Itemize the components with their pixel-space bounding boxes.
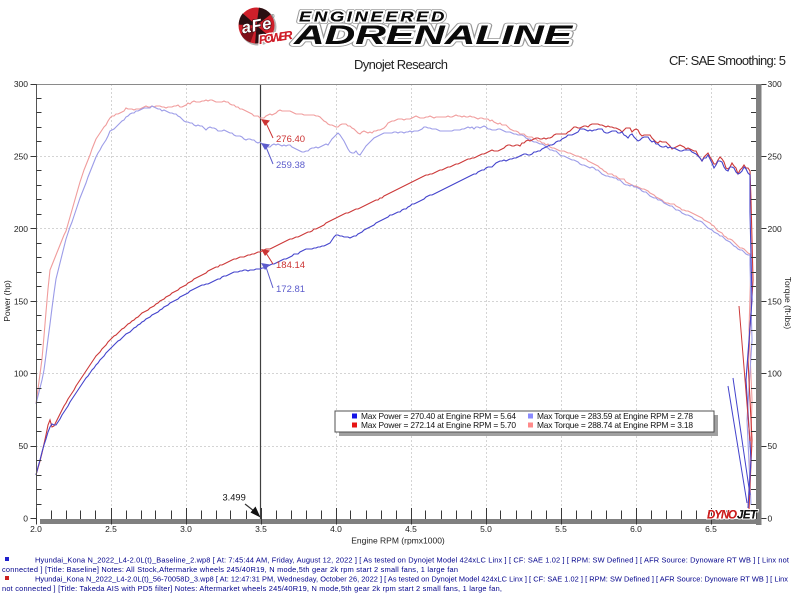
svg-text:50: 50 — [768, 441, 778, 451]
svg-text:®: ® — [271, 13, 275, 20]
svg-text:0: 0 — [23, 514, 28, 524]
svg-text:200: 200 — [14, 224, 28, 234]
svg-text:Hyundai_Kona N_2022_L4-2.0L(t): Hyundai_Kona N_2022_L4-2.0L(t)_56-70058D… — [35, 575, 788, 584]
svg-text:6.5: 6.5 — [705, 524, 717, 534]
svg-text:JET: JET — [737, 510, 758, 522]
svg-text:ADRENALINE: ADRENALINE — [292, 20, 573, 50]
svg-text:Max Torque = 288.74 at Engine: Max Torque = 288.74 at Engine RPM = 3.18 — [537, 420, 693, 430]
svg-text:200: 200 — [768, 224, 782, 234]
svg-text:Max Power = 270.40 at Engine R: Max Power = 270.40 at Engine RPM = 5.64 — [361, 411, 516, 421]
svg-text:250: 250 — [14, 151, 28, 161]
svg-text:connected ] [Title: Baseline]: connected ] [Title: Baseline] Notes: All… — [2, 565, 458, 574]
svg-text:POWER: POWER — [258, 28, 294, 47]
svg-text:4.5: 4.5 — [405, 524, 417, 534]
svg-text:5.0: 5.0 — [480, 524, 492, 534]
svg-text:5.5: 5.5 — [555, 524, 567, 534]
svg-text:Torque (ft-lbs): Torque (ft-lbs) — [783, 277, 793, 330]
svg-text:Engine RPM (rpmx1000): Engine RPM (rpmx1000) — [351, 536, 445, 546]
svg-text:184.14: 184.14 — [276, 260, 305, 271]
svg-text:CF: SAE Smoothing: 5: CF: SAE Smoothing: 5 — [669, 53, 786, 68]
svg-text:2.0: 2.0 — [30, 524, 42, 534]
svg-text:Dynojet Research: Dynojet Research — [354, 57, 448, 72]
svg-text:Power (hp): Power (hp) — [2, 280, 12, 322]
svg-text:DYNO: DYNO — [707, 510, 737, 522]
svg-text:3.0: 3.0 — [180, 524, 192, 534]
svg-text:100: 100 — [768, 369, 782, 379]
svg-text:150: 150 — [768, 296, 782, 306]
svg-text:300: 300 — [768, 79, 782, 89]
svg-text:300: 300 — [14, 79, 28, 89]
svg-text:0: 0 — [768, 514, 773, 524]
svg-text:100: 100 — [14, 369, 28, 379]
svg-text:JET: JET — [737, 510, 758, 522]
svg-text:ENGINEERED: ENGINEERED — [299, 10, 447, 26]
svg-text:ADRENALINE: ADRENALINE — [292, 20, 573, 50]
svg-text:ENGINEERED: ENGINEERED — [299, 10, 447, 26]
svg-text:172.81: 172.81 — [276, 284, 305, 295]
svg-text:250: 250 — [768, 151, 782, 161]
svg-text:259.38: 259.38 — [276, 160, 305, 171]
svg-text:not connected ] [Title: Takeda: not connected ] [Title: Takeda AIS with … — [2, 584, 502, 593]
svg-text:POWER: POWER — [258, 28, 294, 47]
svg-text:DYNO: DYNO — [707, 510, 737, 522]
svg-text:Max Torque = 283.59 at Engine: Max Torque = 283.59 at Engine RPM = 2.78 — [537, 411, 693, 421]
svg-text:ENGINEERED: ENGINEERED — [299, 10, 447, 26]
svg-text:Hyundai_Kona N_2022_L4-2.0L(t): Hyundai_Kona N_2022_L4-2.0L(t)_Baseline_… — [35, 556, 789, 565]
svg-text:ADRENALINE: ADRENALINE — [292, 20, 573, 50]
svg-text:276.40: 276.40 — [276, 134, 305, 145]
svg-text:4.0: 4.0 — [330, 524, 342, 534]
svg-text:150: 150 — [14, 296, 28, 306]
svg-text:3.5: 3.5 — [255, 524, 267, 534]
svg-text:Max Power = 272.14 at Engine R: Max Power = 272.14 at Engine RPM = 5.70 — [361, 420, 516, 430]
svg-text:50: 50 — [19, 441, 29, 451]
svg-text:6.0: 6.0 — [630, 524, 642, 534]
svg-text:3.499: 3.499 — [223, 493, 246, 503]
svg-text:2.5: 2.5 — [105, 524, 117, 534]
